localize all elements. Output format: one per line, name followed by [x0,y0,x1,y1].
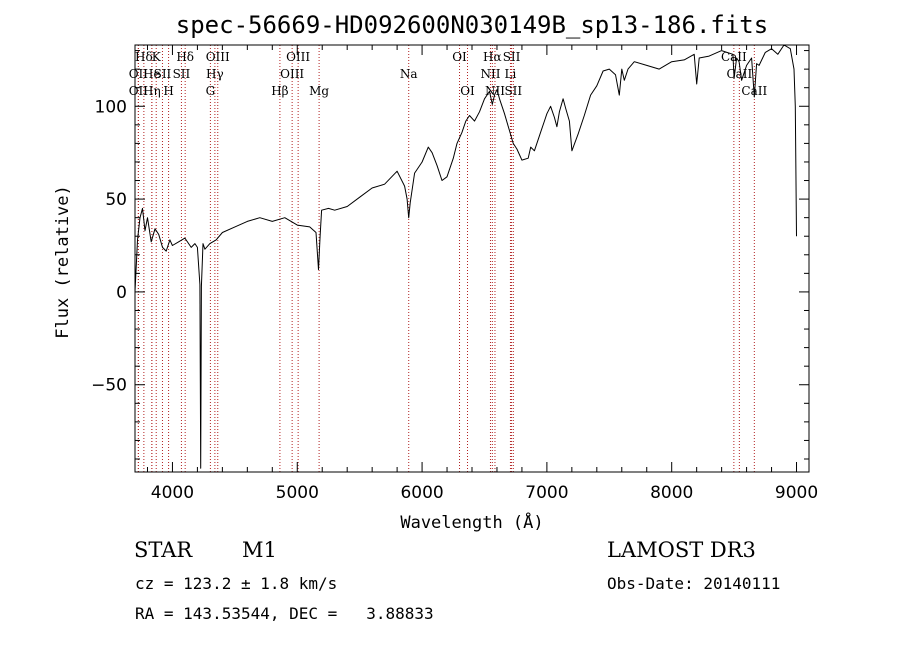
spectral-line-label: SII [154,67,172,81]
spectral-line-label: Hη [143,84,161,98]
spectral-line-label: NII [485,84,505,98]
spectral-line-label: Hγ [206,67,224,81]
x-tick-label: 7000 [525,483,568,503]
spectral-line-label: NII [480,67,500,81]
x-axis-label: Wavelength (Å) [400,511,543,533]
redshift-value: cz = 123.2 ± 1.8 km/s [135,574,338,593]
plot-frame [134,44,810,473]
y-tick-label: 100 [95,97,127,117]
x-axis: 4000 5000 6000 7000 8000 9000 [146,45,818,503]
x-tick-label: 9000 [775,483,818,503]
spectral-line-markers [137,45,755,472]
x-tick-label: 8000 [650,483,693,503]
survey-name: LAMOST DR3 [607,538,756,562]
spectral-line-label: OI [460,84,475,98]
spectral-line-label: Hδ [135,50,153,64]
y-tick-label: 0 [116,283,127,303]
x-tick-label: 6000 [400,483,443,503]
spectral-line-label: G [206,84,216,98]
spectral-line-label: K [152,50,162,64]
spectral-line-label: He [143,67,161,81]
x-tick-label: 5000 [276,483,319,503]
spectral-line-label: OIII [280,67,304,81]
spectral-line-label: OI [452,50,467,64]
spectral-line-label: H [163,84,173,98]
spectral-line-label: OII [129,67,149,81]
y-tick-label: −50 [91,376,127,396]
x-tick-label: 4000 [151,483,194,503]
spectral-line-label: Hα [483,50,502,64]
spectral-line-label: Hδ [176,50,194,64]
object-class: STAR [134,538,193,562]
spectral-line-label: CaII [721,50,747,64]
coordinates: RA = 143.53544, DEC = 3.88833 [135,604,434,623]
spectral-line-label: Mg [309,84,329,98]
spectral-line-label: Hβ [271,84,288,98]
observation-date: Obs-Date: 20140111 [607,574,781,593]
chart-title: spec-56669-HD092600N030149B_sp13-186.fit… [176,11,768,39]
spectral-line-label: Na [400,67,418,81]
spectral-line-label: OIII [206,50,230,64]
y-axis: −50 0 50 100 [91,50,809,460]
spectral-line-label: SII [173,67,191,81]
object-subclass: M1 [242,538,277,562]
y-axis-label: Flux (relative) [53,185,73,339]
spectral-line-label: SII [504,84,522,98]
spectral-line-label: OIII [286,50,310,64]
spectral-line-label: OII [129,84,149,98]
spectral-line-label: Li [505,67,517,81]
y-tick-label: 50 [105,190,127,210]
spectral-line-label: SII [503,50,521,64]
spectrum-series-line [134,44,797,469]
spectral-line-label: CaII [726,67,752,81]
